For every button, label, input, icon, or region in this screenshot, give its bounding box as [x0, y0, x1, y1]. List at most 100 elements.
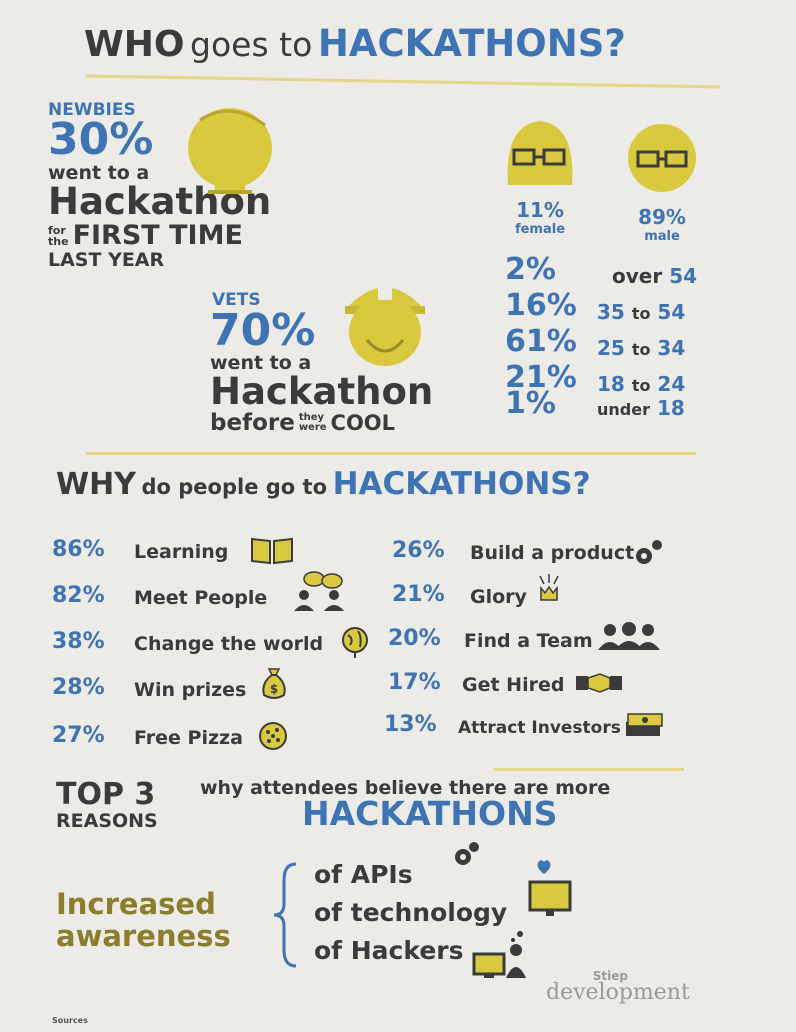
reason-pct: 82% [52, 583, 105, 608]
reason-pct: 20% [388, 626, 441, 651]
newbies-percent: 30% [48, 114, 154, 165]
why-hackathons: HACKATHONS? [332, 466, 591, 502]
vets-they: they [298, 412, 325, 423]
newbies-label: NEWBIES [48, 100, 136, 120]
top3-heading: TOP 3 REASONS [56, 777, 158, 833]
title-hackathons: HACKATHONS? [317, 22, 626, 65]
list-item: 20% Find a Team [388, 622, 678, 670]
newbies-the: the [48, 234, 69, 248]
male-label: male [644, 229, 680, 244]
male-percent: 89% [638, 205, 686, 229]
female-label: female [514, 222, 566, 237]
top3-reasons: REASONS [56, 810, 158, 832]
newbies-first-time: FIRST TIME [72, 220, 243, 251]
reason-label: Glory [470, 586, 527, 608]
age-pre: under [597, 400, 650, 419]
list-item: 28% Win prizes $ [52, 668, 382, 719]
reason-label: Build a product [470, 542, 635, 564]
female-avatar-icon [507, 121, 573, 185]
increased-label: Increased [56, 887, 216, 921]
hacker-icon [472, 931, 526, 978]
reason-pct: 38% [52, 629, 105, 654]
vets-label: VETS [212, 290, 261, 310]
reason-pct: 86% [52, 537, 105, 562]
cash-stack-icon [626, 713, 663, 736]
age-num: 18 [597, 372, 625, 396]
age-pct: 61% [505, 324, 577, 359]
list-item: 27% Free Pizza [52, 719, 382, 765]
top3-item-hackers: of Hackers [314, 936, 464, 965]
male-avatar-icon [628, 124, 696, 192]
newbies-went: went to a [48, 162, 150, 184]
top3-why-line: why attendees believe there are more [200, 777, 611, 799]
vets-block: VETS 70% went to a Hackathon before they… [210, 290, 433, 436]
gears-icon [636, 540, 662, 564]
svg-text:$: $ [270, 682, 278, 696]
logo-line2: development [546, 980, 690, 1005]
top3-item-technology: of technology [314, 898, 508, 927]
monitor-heart-icon [528, 860, 572, 916]
newbie-avatar-icon [188, 108, 272, 194]
vets-hackathon: Hackathon [210, 370, 434, 413]
title-goes-to: goes to [190, 25, 313, 64]
why-middle: do people go to [141, 475, 328, 499]
age-list: 2% over 54 16% 35 to 54 61% 25 to 34 21%… [505, 252, 705, 428]
people-chat-icon [294, 571, 344, 611]
age-row: 1% under 18 [505, 386, 705, 428]
book-icon [251, 537, 293, 565]
divider-top [86, 74, 720, 89]
top3-items: of APIs of technology of Hackers [314, 856, 507, 970]
page-title: WHO goes to HACKATHONS? [84, 22, 626, 65]
vets-cool: COOL [330, 411, 396, 435]
age-num: 54 [669, 264, 698, 288]
money-bag-icon: $ [262, 668, 286, 699]
reason-pct: 21% [392, 582, 445, 607]
top3-top: TOP 3 [56, 777, 156, 812]
age-mid: to [631, 340, 651, 359]
crown-icon [539, 574, 559, 601]
vet-avatar-icon [345, 284, 425, 366]
age-pct: 2% [505, 252, 556, 287]
list-item: 86% Learning [52, 535, 382, 581]
handshake-icon [576, 673, 622, 693]
top3-hackathons: HACKATHONS [302, 794, 558, 833]
reason-label: Win prizes [134, 679, 247, 701]
reason-label: Learning [134, 541, 229, 563]
reason-label: Change the world [134, 633, 324, 655]
logo-line1: Stiep [592, 969, 628, 983]
list-item: 38% Change the world [52, 627, 382, 673]
brand-logo: Stiep development [546, 969, 690, 1005]
reason-label: Meet People [134, 587, 268, 609]
vets-were: were [298, 422, 327, 433]
age-pct: 1% [505, 386, 556, 421]
age-pct: 16% [505, 288, 577, 323]
age-num2: 24 [657, 372, 686, 396]
age-num2: 34 [657, 336, 686, 360]
age-num: 18 [656, 396, 685, 420]
reason-pct: 27% [52, 723, 105, 748]
list-item: 13% Attract Investors [384, 712, 678, 758]
list-item: 82% Meet People [52, 571, 382, 627]
vets-percent: 70% [210, 305, 316, 356]
female-stat: 11% female [510, 198, 570, 237]
age-row: 21% 18 to 24 [505, 360, 705, 396]
reason-pct: 28% [52, 675, 105, 700]
top3-item-apis: of APIs [314, 860, 413, 889]
reasons-left-list: 86% Learning 82% Meet People 38% Change … [52, 535, 382, 765]
globe-icon [342, 627, 368, 658]
curly-brace-icon [273, 862, 297, 968]
why-word: WHY [56, 467, 136, 502]
vets-went: went to a [210, 352, 312, 374]
age-num2: 54 [657, 300, 686, 324]
newbies-for: for [48, 223, 66, 237]
age-pre: over [612, 264, 663, 288]
reason-pct: 26% [392, 538, 445, 563]
age-row: 16% 35 to 54 [505, 288, 705, 324]
reason-label: Attract Investors [458, 718, 621, 738]
divider-middle [86, 452, 696, 455]
list-item: 17% Get Hired [388, 670, 678, 714]
age-mid: to [631, 376, 651, 395]
female-percent: 11% [516, 198, 564, 222]
increased-awareness: Increased awareness [56, 888, 231, 952]
age-mid: to [631, 304, 651, 323]
